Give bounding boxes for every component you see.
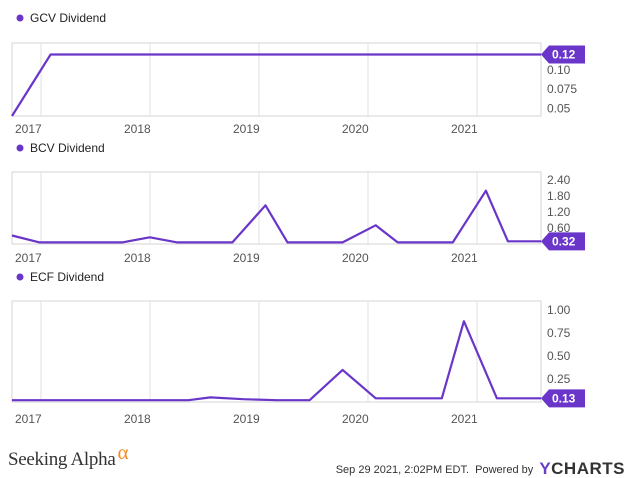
ecf-legend-label: ECF Dividend	[30, 270, 104, 284]
gcv-xtick-2019: 2019	[233, 122, 260, 136]
bcv-xtick-2018: 2018	[124, 251, 151, 265]
ecf-plot-frame	[11, 300, 542, 403]
timestamp: Sep 29 2021, 2:02PM EDT.	[335, 464, 470, 476]
ecf-ytick-3: 1.00	[547, 303, 571, 317]
ecf-last-value-badge	[541, 389, 585, 408]
gcv-legend-marker	[16, 14, 24, 22]
ecf-xtick-2019: 2019	[233, 412, 260, 426]
bcv-ytick-2: 1.80	[547, 189, 571, 203]
ecf-legend-marker	[16, 273, 24, 281]
ycharts-rest: CHARTS	[551, 459, 625, 478]
gcv-plot-frame	[11, 42, 542, 117]
seeking-alpha-logo: Seeking Alphaα	[8, 440, 128, 471]
bcv-last-value-badge	[541, 232, 585, 251]
gcv-ytick-2: 0.10	[547, 63, 571, 77]
gcv-last-value-badge	[541, 45, 585, 64]
ycharts-logo: YCHARTS	[539, 459, 625, 478]
bcv-xtick-2019: 2019	[233, 251, 260, 265]
ecf-xtick-2018: 2018	[124, 412, 151, 426]
gcv-legend-label: GCV Dividend	[30, 11, 106, 25]
ecf-ytick-2: 0.75	[547, 326, 571, 340]
ecf-xtick-2020: 2020	[342, 412, 369, 426]
alpha-symbol: α	[117, 440, 129, 464]
bcv-ytick-3: 2.40	[547, 173, 571, 187]
ecf-ytick-0: 0.25	[547, 372, 571, 386]
gcv-xtick-2021: 2021	[451, 122, 478, 136]
bcv-last-value-label: 0.32	[552, 234, 576, 248]
bcv-ytick-1: 1.20	[547, 205, 571, 219]
ycharts-y: Y	[539, 459, 552, 478]
gcv-xtick-2018: 2018	[124, 122, 151, 136]
bcv-plot-frame	[11, 171, 542, 245]
bcv-legend-label: BCV Dividend	[30, 141, 105, 155]
gcv-xtick-2017: 2017	[15, 122, 42, 136]
gcv-ytick-0: 0.05	[547, 101, 571, 115]
powered-by-text: Powered by	[475, 464, 534, 476]
ecf-ytick-1: 0.50	[547, 349, 571, 363]
gcv-ytick-1: 0.075	[547, 82, 577, 96]
gcv-xtick-2020: 2020	[342, 122, 369, 136]
gcv-last-value-label: 0.12	[552, 48, 576, 62]
bcv-series-line	[11, 189, 541, 244]
footer-credit: Sep 29 2021, 2:02PM EDT. Powered by YCHA…	[336, 458, 625, 478]
bcv-legend-marker	[16, 144, 24, 152]
ecf-xtick-2021: 2021	[451, 412, 478, 426]
gcv-series-line	[11, 53, 541, 117]
brand-name: Seeking Alpha	[8, 449, 116, 470]
ecf-last-value-label: 0.13	[552, 391, 576, 405]
bcv-xtick-2021: 2021	[451, 251, 478, 265]
ecf-series-line	[12, 320, 541, 402]
bcv-xtick-2017: 2017	[15, 251, 42, 265]
bcv-xtick-2020: 2020	[342, 251, 369, 265]
ecf-xtick-2017: 2017	[15, 412, 42, 426]
bcv-ytick-0: 0.60	[547, 221, 571, 235]
